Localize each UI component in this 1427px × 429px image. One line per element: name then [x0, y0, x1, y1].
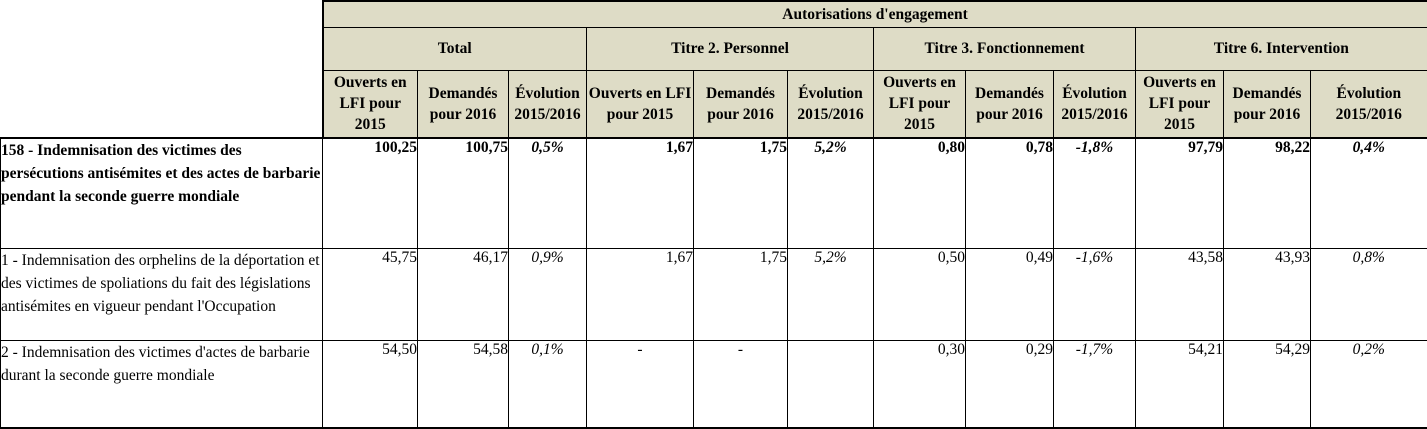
value-cell: 54,50 [322, 339, 418, 429]
value-cell: 0,1% [508, 339, 587, 429]
value-cell: -1,7% [1053, 339, 1136, 429]
value-cell: 0,50 [873, 247, 966, 341]
col-header-ouverts: Ouverts en LFI pour 2015 [873, 69, 966, 139]
value-cell: -1,8% [1053, 137, 1136, 249]
row-label: 2 - Indemnisation des victimes d'actes d… [0, 339, 323, 429]
value-cell: 0,4% [1309, 137, 1427, 249]
row-label: 1 - Indemnisation des orphelins de la dé… [0, 247, 323, 341]
value-cell: 0,78 [965, 137, 1054, 249]
col-header-demandes: Demandés pour 2016 [965, 69, 1054, 139]
header-row-columns: Ouverts en LFI pour 2015 Demandés pour 2… [0, 69, 1427, 139]
value-cell: 5,2% [787, 247, 874, 341]
header-row-authorisations: Autorisations d'engagement [0, 0, 1427, 28]
value-cell: 0,5% [508, 137, 587, 249]
group-header-titre3: Titre 3. Fonctionnement [873, 26, 1136, 71]
value-cell: - [586, 339, 694, 429]
col-header-evolution: Évolution 2015/2016 [1309, 69, 1427, 139]
col-header-demandes: Demandés pour 2016 [693, 69, 788, 139]
col-header-evolution: Évolution 2015/2016 [1053, 69, 1136, 139]
value-cell [787, 339, 874, 429]
columns-blank [0, 70, 323, 138]
top-left-blank [0, 1, 323, 27]
table-row-programme-158: 158 - Indemnisation des victimes des per… [0, 137, 1427, 249]
value-cell: 54,58 [417, 339, 509, 429]
col-header-evolution: Évolution 2015/2016 [508, 69, 587, 139]
value-cell: 54,21 [1135, 339, 1224, 429]
value-cell: 0,30 [873, 339, 966, 429]
value-cell: 5,2% [787, 137, 874, 249]
col-header-ouverts: Ouverts en LFI pour 2015 [586, 69, 694, 139]
col-header-demandes: Demandés pour 2016 [1223, 69, 1311, 139]
row-label: 158 - Indemnisation des victimes des per… [0, 137, 323, 249]
value-cell: 100,75 [417, 137, 509, 249]
col-header-demandes: Demandés pour 2016 [417, 69, 509, 139]
value-cell: 45,75 [322, 247, 418, 341]
value-cell: 0,2% [1309, 339, 1427, 429]
value-cell: 0,9% [508, 247, 587, 341]
value-cell: - [693, 339, 788, 429]
value-cell: 1,67 [586, 247, 694, 341]
col-header-evolution: Évolution 2015/2016 [787, 69, 874, 139]
value-cell: 0,8% [1309, 247, 1427, 341]
authorisations-header: Autorisations d'engagement [321, 0, 1427, 28]
table-row-action-2: 2 - Indemnisation des victimes d'actes d… [0, 339, 1427, 429]
value-cell: 43,93 [1223, 247, 1311, 341]
value-cell: 97,79 [1135, 137, 1224, 249]
value-cell: 43,58 [1135, 247, 1224, 341]
value-cell: 1,75 [693, 137, 788, 249]
group-blank [0, 27, 323, 70]
value-cell: 100,25 [322, 137, 418, 249]
col-header-ouverts: Ouverts en LFI pour 2015 [321, 69, 418, 139]
table-row-action-1: 1 - Indemnisation des orphelins de la dé… [0, 247, 1427, 341]
header-row-groups: Total Titre 2. Personnel Titre 3. Foncti… [0, 26, 1427, 71]
value-cell: 0,80 [873, 137, 966, 249]
group-header-total: Total [321, 26, 587, 71]
col-header-ouverts: Ouverts en LFI pour 2015 [1135, 69, 1224, 139]
value-cell: 46,17 [417, 247, 509, 341]
value-cell: 0,29 [965, 339, 1054, 429]
value-cell: 54,29 [1223, 339, 1311, 429]
value-cell: -1,6% [1053, 247, 1136, 341]
group-header-titre2: Titre 2. Personnel [586, 26, 874, 71]
value-cell: 1,75 [693, 247, 788, 341]
value-cell: 1,67 [586, 137, 694, 249]
value-cell: 0,49 [965, 247, 1054, 341]
value-cell: 98,22 [1223, 137, 1311, 249]
group-header-titre6: Titre 6. Intervention [1134, 26, 1427, 71]
